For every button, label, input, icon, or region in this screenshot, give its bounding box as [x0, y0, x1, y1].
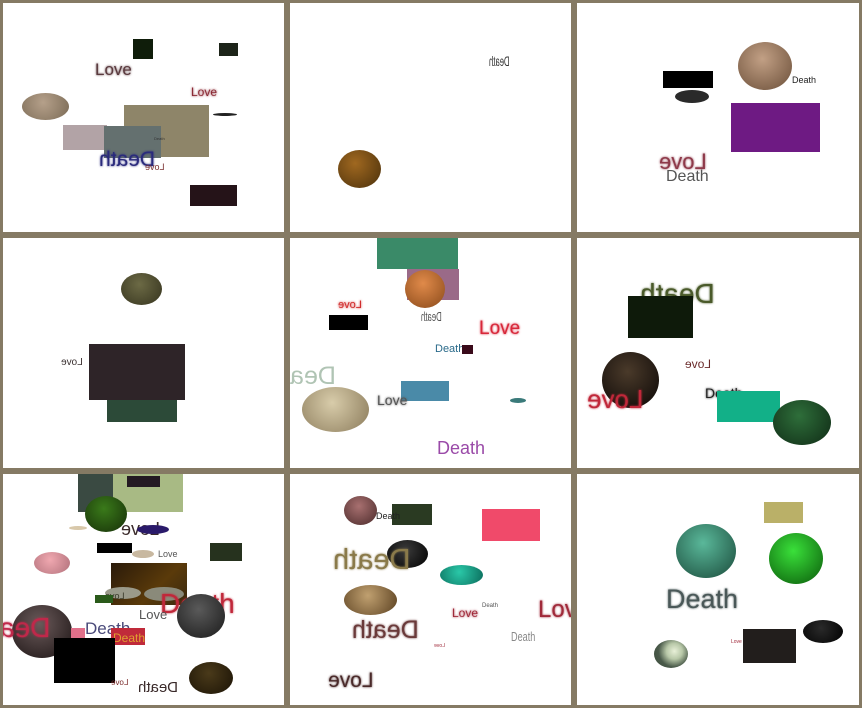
- word-lov: Lov: [538, 596, 571, 623]
- brown-sphere: [189, 662, 233, 694]
- black-rectangle: [663, 71, 713, 88]
- word-love: Love: [139, 607, 168, 622]
- panel-5: Love Death Love Death Dea Love Death: [290, 238, 571, 468]
- word-death: Death: [437, 438, 486, 458]
- word-death: Death: [113, 631, 146, 645]
- green-rectangle: [377, 238, 458, 269]
- khaki-rectangle: [764, 502, 803, 523]
- purple-rectangle: [731, 103, 820, 152]
- sphere: [22, 93, 69, 120]
- dark-rectangle: [190, 185, 237, 206]
- black-sphere: [602, 352, 659, 408]
- tan-sphere: [738, 42, 792, 90]
- dark-green-sphere: [773, 400, 831, 445]
- word-love: Love: [377, 392, 408, 408]
- black-rectangle: [329, 315, 368, 330]
- word-love: Love: [61, 357, 83, 368]
- word-dea: Dea: [3, 612, 51, 643]
- green-sphere: [85, 496, 127, 532]
- tan-sphere: [344, 585, 397, 615]
- gray-disc: [144, 587, 184, 601]
- slate-rectangle: [104, 126, 161, 158]
- dark-bar: [127, 476, 160, 487]
- dark-disc: [675, 90, 709, 103]
- word-death: Death: [154, 136, 165, 141]
- dark-square: [133, 39, 153, 59]
- panel-9: Death Love: [577, 474, 859, 705]
- word-death: Death: [792, 75, 817, 85]
- small-disc: [69, 526, 87, 530]
- black-bar: [97, 543, 132, 553]
- word-love: Love: [111, 678, 129, 687]
- small-dark-square: [462, 345, 473, 354]
- dark-green-rectangle: [628, 296, 693, 338]
- navy-disc: [137, 525, 169, 534]
- panel-6: Death Love Death Love: [577, 238, 859, 468]
- word-love: Love: [452, 606, 479, 620]
- orange-sphere: [405, 270, 445, 308]
- word-love: Love: [587, 384, 644, 414]
- dark-olive-square: [210, 543, 242, 561]
- cream-sphere: [302, 387, 369, 432]
- pink-rectangle: [482, 509, 540, 541]
- word-love: Love: [479, 318, 521, 339]
- word-death: Death: [435, 343, 465, 355]
- word-death: Death: [482, 603, 499, 609]
- dark-green-rectangle: [392, 504, 432, 525]
- crimson-rectangle: [111, 628, 145, 645]
- mauve-sphere: [344, 496, 377, 525]
- word-death: Death: [138, 679, 179, 696]
- word-love: Love: [338, 299, 362, 311]
- word-love: Love: [95, 60, 132, 79]
- word-love: Love: [145, 162, 165, 172]
- word-death: Death: [511, 629, 536, 644]
- panel-7: Love Love Love Death Love Dea Death Deat…: [3, 474, 284, 705]
- pink-square: [71, 628, 85, 638]
- word-love: Love: [685, 357, 712, 371]
- pink-sphere: [34, 552, 70, 574]
- thin-disc: [213, 113, 237, 116]
- panel-2: Death: [290, 3, 571, 232]
- green-rectangle: [107, 400, 177, 422]
- teal-disc: [440, 565, 483, 585]
- panel-3: Death Love Death: [577, 3, 859, 232]
- teal-green-rectangle: [717, 391, 780, 422]
- word-death: Death: [352, 616, 419, 644]
- word-love: Love: [731, 639, 742, 645]
- word-death: Death: [333, 544, 411, 576]
- panel-8: Death Death Death Love Lov Death Death L…: [290, 474, 571, 705]
- black-square: [54, 638, 115, 683]
- tan-disc: [132, 550, 154, 558]
- lime-sphere: [769, 533, 823, 584]
- brown-sphere: [338, 150, 381, 188]
- word-love: Love: [158, 549, 178, 559]
- gray-disc: [105, 587, 141, 599]
- olive-sphere: [121, 273, 162, 305]
- word-death: Death: [376, 511, 401, 521]
- sage-sphere: [654, 640, 688, 668]
- dark-square: [219, 43, 238, 56]
- dark-maroon-rectangle: [89, 344, 185, 400]
- word-love: Love: [434, 643, 445, 649]
- word-death: Death: [420, 309, 442, 324]
- word-dea: Dea: [290, 362, 336, 390]
- teal-rectangle: [401, 381, 449, 401]
- black-sphere: [387, 540, 428, 568]
- black-disc: [803, 620, 843, 643]
- jade-sphere: [676, 524, 736, 578]
- word-death: Death: [666, 584, 739, 614]
- word-love: Love: [191, 85, 218, 99]
- dark-gray-sphere: [177, 594, 225, 638]
- dark-square: [743, 629, 796, 663]
- pink-gray-rectangle: [63, 125, 107, 150]
- word-death: Death: [489, 53, 510, 69]
- green-bar: [95, 595, 113, 603]
- panel-1: Love Love Death Love Death: [3, 3, 284, 232]
- word-death: Death: [666, 168, 709, 185]
- small-teal-disc: [510, 398, 526, 403]
- word-love: Love: [328, 669, 374, 692]
- panel-4: Love: [3, 238, 284, 468]
